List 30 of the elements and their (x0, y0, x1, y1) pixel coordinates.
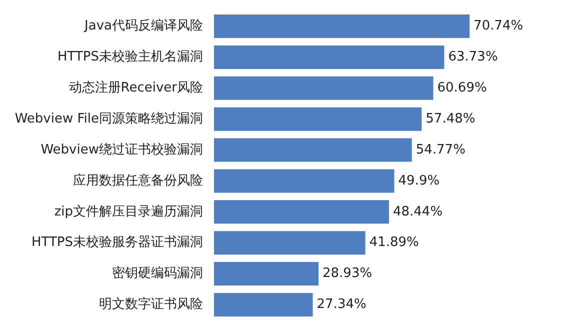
data-label: 41.89% (369, 235, 419, 250)
data-label: 57.48% (426, 111, 476, 126)
bar (214, 138, 412, 162)
bar (214, 262, 319, 286)
y-tick-label: 明文数字证书风险 (99, 296, 203, 312)
data-label: 48.44% (392, 204, 443, 220)
bar (214, 76, 434, 100)
bar (214, 292, 313, 316)
y-tick-label: Webview绕过证书校验漏洞 (40, 142, 203, 158)
data-label: 28.93% (322, 266, 372, 282)
bar (214, 45, 444, 69)
data-label: 54.77% (416, 142, 466, 158)
y-tick-label: zip文件解压目录遍历漏洞 (54, 203, 203, 220)
data-label: 27.34% (316, 297, 366, 312)
bar (214, 231, 366, 255)
y-tick-label: HTTPS未校验主机名漏洞 (57, 48, 203, 65)
bar (214, 169, 394, 193)
y-tick-label: Webview File同源策略绕过漏洞 (14, 111, 203, 126)
bar (214, 14, 470, 38)
data-label: 60.69% (437, 80, 487, 96)
y-tick-label: 动态注册Receiver风险 (68, 80, 203, 96)
data-label: 70.74% (474, 18, 524, 34)
bar (214, 200, 389, 224)
y-tick-label: 应用数据任意备份风险 (73, 172, 203, 188)
bar (214, 107, 422, 131)
y-tick-label: Java代码反编译风险 (84, 18, 203, 34)
y-tick-label: HTTPS未校验服务器证书漏洞 (31, 235, 203, 250)
y-tick-label: 密钥硬编码漏洞 (112, 266, 203, 282)
data-label: 63.73% (448, 50, 498, 65)
data-label: 49.9% (398, 173, 440, 188)
